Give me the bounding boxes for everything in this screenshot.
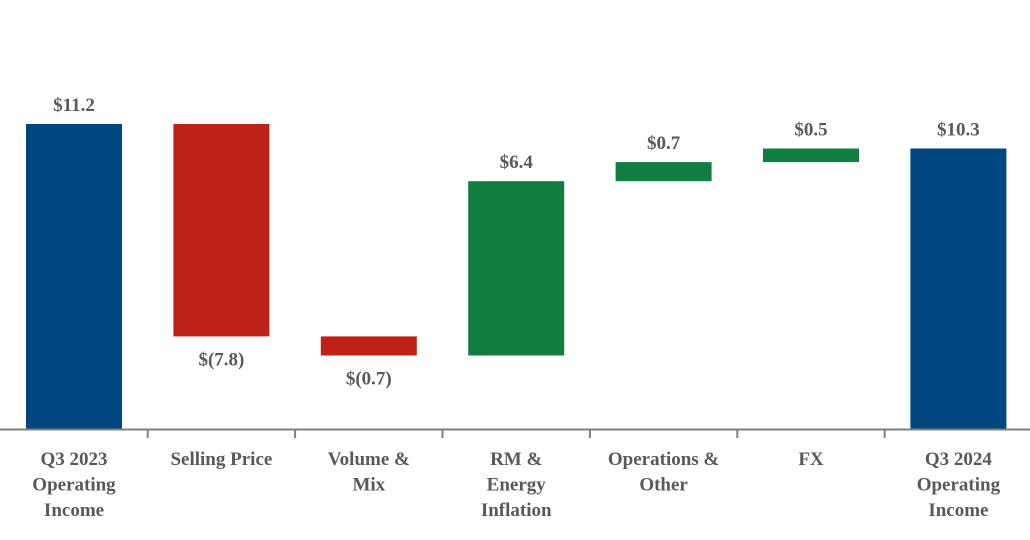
bar-2 [320,336,417,356]
bar-4 [615,162,712,182]
bars-group [26,124,1007,429]
category-labels-group: Q3 2023 Operating Income Selling Price Volum… [32,449,1000,521]
category-label-line: Operating [917,475,1001,496]
category-label-line: Income [44,500,104,521]
data-label-1: $(7.8) [198,349,244,370]
category-label-5: FX [798,449,824,470]
category-label-3: RM & Energy Inflation [481,449,552,521]
category-label-6: Q3 2024 Operating Income [917,449,1001,521]
category-label-4: Operations & Other [608,449,719,496]
data-label-0: $11.2 [53,95,95,116]
bar-6 [910,148,1007,429]
category-label-line: Mix [352,475,385,496]
category-label-line: Operations & [608,449,719,470]
category-label-1: Selling Price [170,449,272,470]
category-label-line: Volume & [328,449,410,470]
category-label-line: Other [639,475,688,496]
category-label-line: FX [798,449,824,470]
bar-5 [763,148,859,163]
data-label-2: $(0.7) [346,369,392,390]
category-label-2: Volume & Mix [328,449,410,496]
category-label-line: Q3 2024 [925,449,993,470]
x-axis-ticks-group [146,429,886,438]
category-label-line: Selling Price [170,449,272,470]
data-label-3: $6.4 [500,152,534,173]
bar-1 [173,124,270,337]
category-label-line: Energy [487,475,547,496]
data-label-4: $0.7 [647,133,681,154]
data-labels-group: $11.2 $(7.8) $(0.7) $6.4 $0.7 $0.5 $10.3 [53,95,980,390]
category-label-line: RM & [490,449,542,470]
bar-0 [26,124,122,429]
data-label-6: $10.3 [937,120,980,141]
bar-3 [468,181,565,356]
data-label-5: $0.5 [794,120,827,141]
category-label-line: Operating [32,475,116,496]
category-label-line: Q3 2023 [40,449,107,470]
category-label-0: Q3 2023 Operating Income [32,449,116,521]
category-label-line: Inflation [481,500,552,521]
category-label-line: Income [928,500,988,521]
